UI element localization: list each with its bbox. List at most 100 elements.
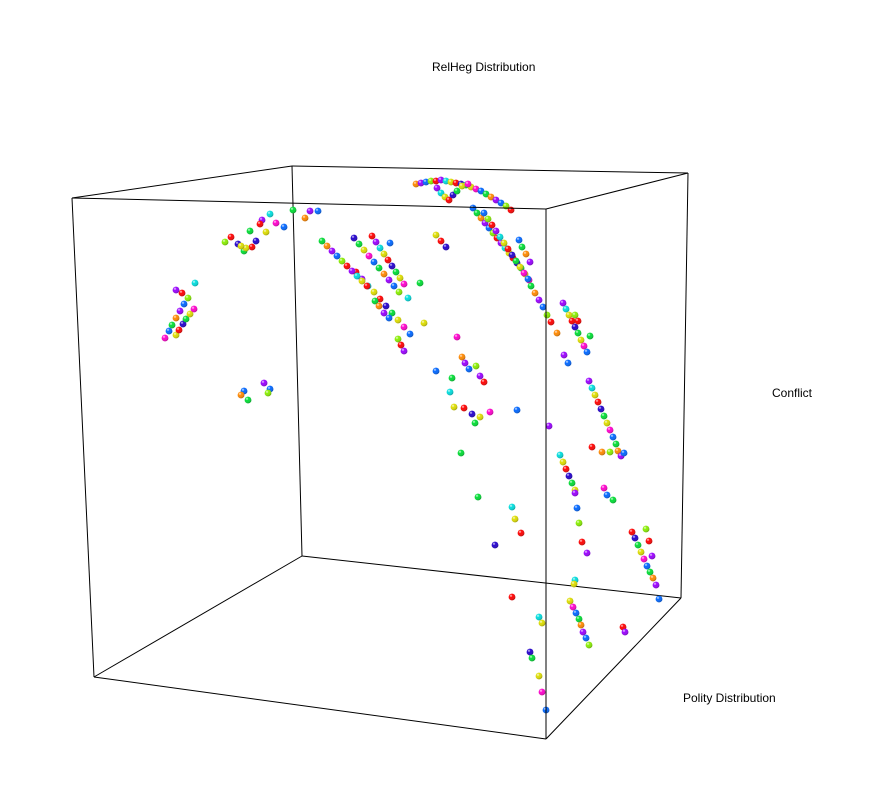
data-point-shading xyxy=(655,595,663,603)
box-edge xyxy=(545,597,682,740)
data-point xyxy=(176,307,184,315)
data-point-shading xyxy=(571,311,579,319)
data-point xyxy=(504,245,512,253)
data-point-shading xyxy=(487,193,495,201)
data-point xyxy=(507,206,515,214)
data-point xyxy=(513,406,521,414)
data-point xyxy=(404,294,412,302)
data-point xyxy=(384,256,392,264)
data-point-shading xyxy=(580,342,588,350)
data-point-shading xyxy=(360,246,368,254)
data-point-shading xyxy=(191,279,199,287)
data-point xyxy=(457,449,465,457)
box-edge xyxy=(71,197,547,210)
data-point xyxy=(368,232,376,240)
data-point-shading xyxy=(469,204,477,212)
data-point xyxy=(571,323,579,331)
data-point xyxy=(516,263,524,271)
data-point xyxy=(520,269,528,277)
points-layer xyxy=(161,176,663,714)
data-point xyxy=(446,388,454,396)
data-point xyxy=(432,231,440,239)
data-point xyxy=(517,529,525,537)
data-point-shading xyxy=(562,465,570,473)
data-point-shading xyxy=(384,256,392,264)
box-edge xyxy=(301,555,682,599)
data-point-shading xyxy=(471,419,479,427)
data-point-shading xyxy=(397,341,405,349)
data-point xyxy=(333,252,341,260)
data-point-shading xyxy=(637,548,645,556)
data-point-shading xyxy=(585,641,593,649)
y-axis-label: Conflict xyxy=(772,386,813,400)
data-point xyxy=(591,391,599,399)
data-point xyxy=(186,310,194,318)
data-point xyxy=(182,315,190,323)
data-point-shading xyxy=(628,528,636,536)
data-point-shading xyxy=(517,529,525,537)
data-point xyxy=(574,329,582,337)
data-point xyxy=(474,493,482,501)
data-point xyxy=(598,448,606,456)
data-point xyxy=(266,210,274,218)
box-edge xyxy=(93,676,547,740)
data-point xyxy=(535,672,543,680)
data-point-shading xyxy=(370,288,378,296)
data-point-shading xyxy=(507,206,515,214)
data-point xyxy=(471,419,479,427)
data-point xyxy=(448,374,456,382)
data-point-shading xyxy=(645,537,653,545)
data-point xyxy=(460,404,468,412)
data-point xyxy=(172,331,180,339)
data-point-shading xyxy=(458,182,466,190)
data-point-shading xyxy=(380,270,388,278)
data-point xyxy=(360,246,368,254)
data-point-shading xyxy=(385,314,393,322)
data-point-shading xyxy=(598,448,606,456)
data-point xyxy=(597,405,605,413)
data-point-shading xyxy=(631,534,639,542)
data-point-shading xyxy=(583,348,591,356)
data-point xyxy=(559,299,567,307)
box-edge xyxy=(71,165,293,199)
data-point-shading xyxy=(400,347,408,355)
data-point-shading xyxy=(575,519,583,527)
data-point-shading xyxy=(477,187,485,195)
data-point-shading xyxy=(465,365,473,373)
data-point xyxy=(433,184,441,192)
data-point-shading xyxy=(395,288,403,296)
data-point-shading xyxy=(416,279,424,287)
data-point xyxy=(480,209,488,217)
data-point xyxy=(165,327,173,335)
data-point xyxy=(649,574,657,582)
data-point-shading xyxy=(569,603,577,611)
data-point xyxy=(621,628,629,636)
data-point-shading xyxy=(306,207,314,215)
data-point xyxy=(524,275,532,283)
data-point xyxy=(371,297,379,305)
data-point-shading xyxy=(388,309,396,317)
data-point xyxy=(566,597,574,605)
data-point-shading xyxy=(559,299,567,307)
data-point xyxy=(350,234,358,242)
data-point-shading xyxy=(460,404,468,412)
data-point xyxy=(306,207,314,215)
data-point xyxy=(579,628,587,636)
data-point xyxy=(637,548,645,556)
data-point xyxy=(453,333,461,341)
data-point xyxy=(380,250,388,258)
data-point-shading xyxy=(457,449,465,457)
data-point xyxy=(469,204,477,212)
data-point xyxy=(473,209,481,217)
data-point-shading xyxy=(368,232,376,240)
data-point-shading xyxy=(603,419,611,427)
data-point xyxy=(458,353,466,361)
data-point xyxy=(556,451,564,459)
data-point xyxy=(628,528,636,536)
data-point-shading xyxy=(448,374,456,382)
data-point-shading xyxy=(649,574,657,582)
bounding-box-front xyxy=(71,172,689,740)
data-point-shading xyxy=(248,243,256,251)
